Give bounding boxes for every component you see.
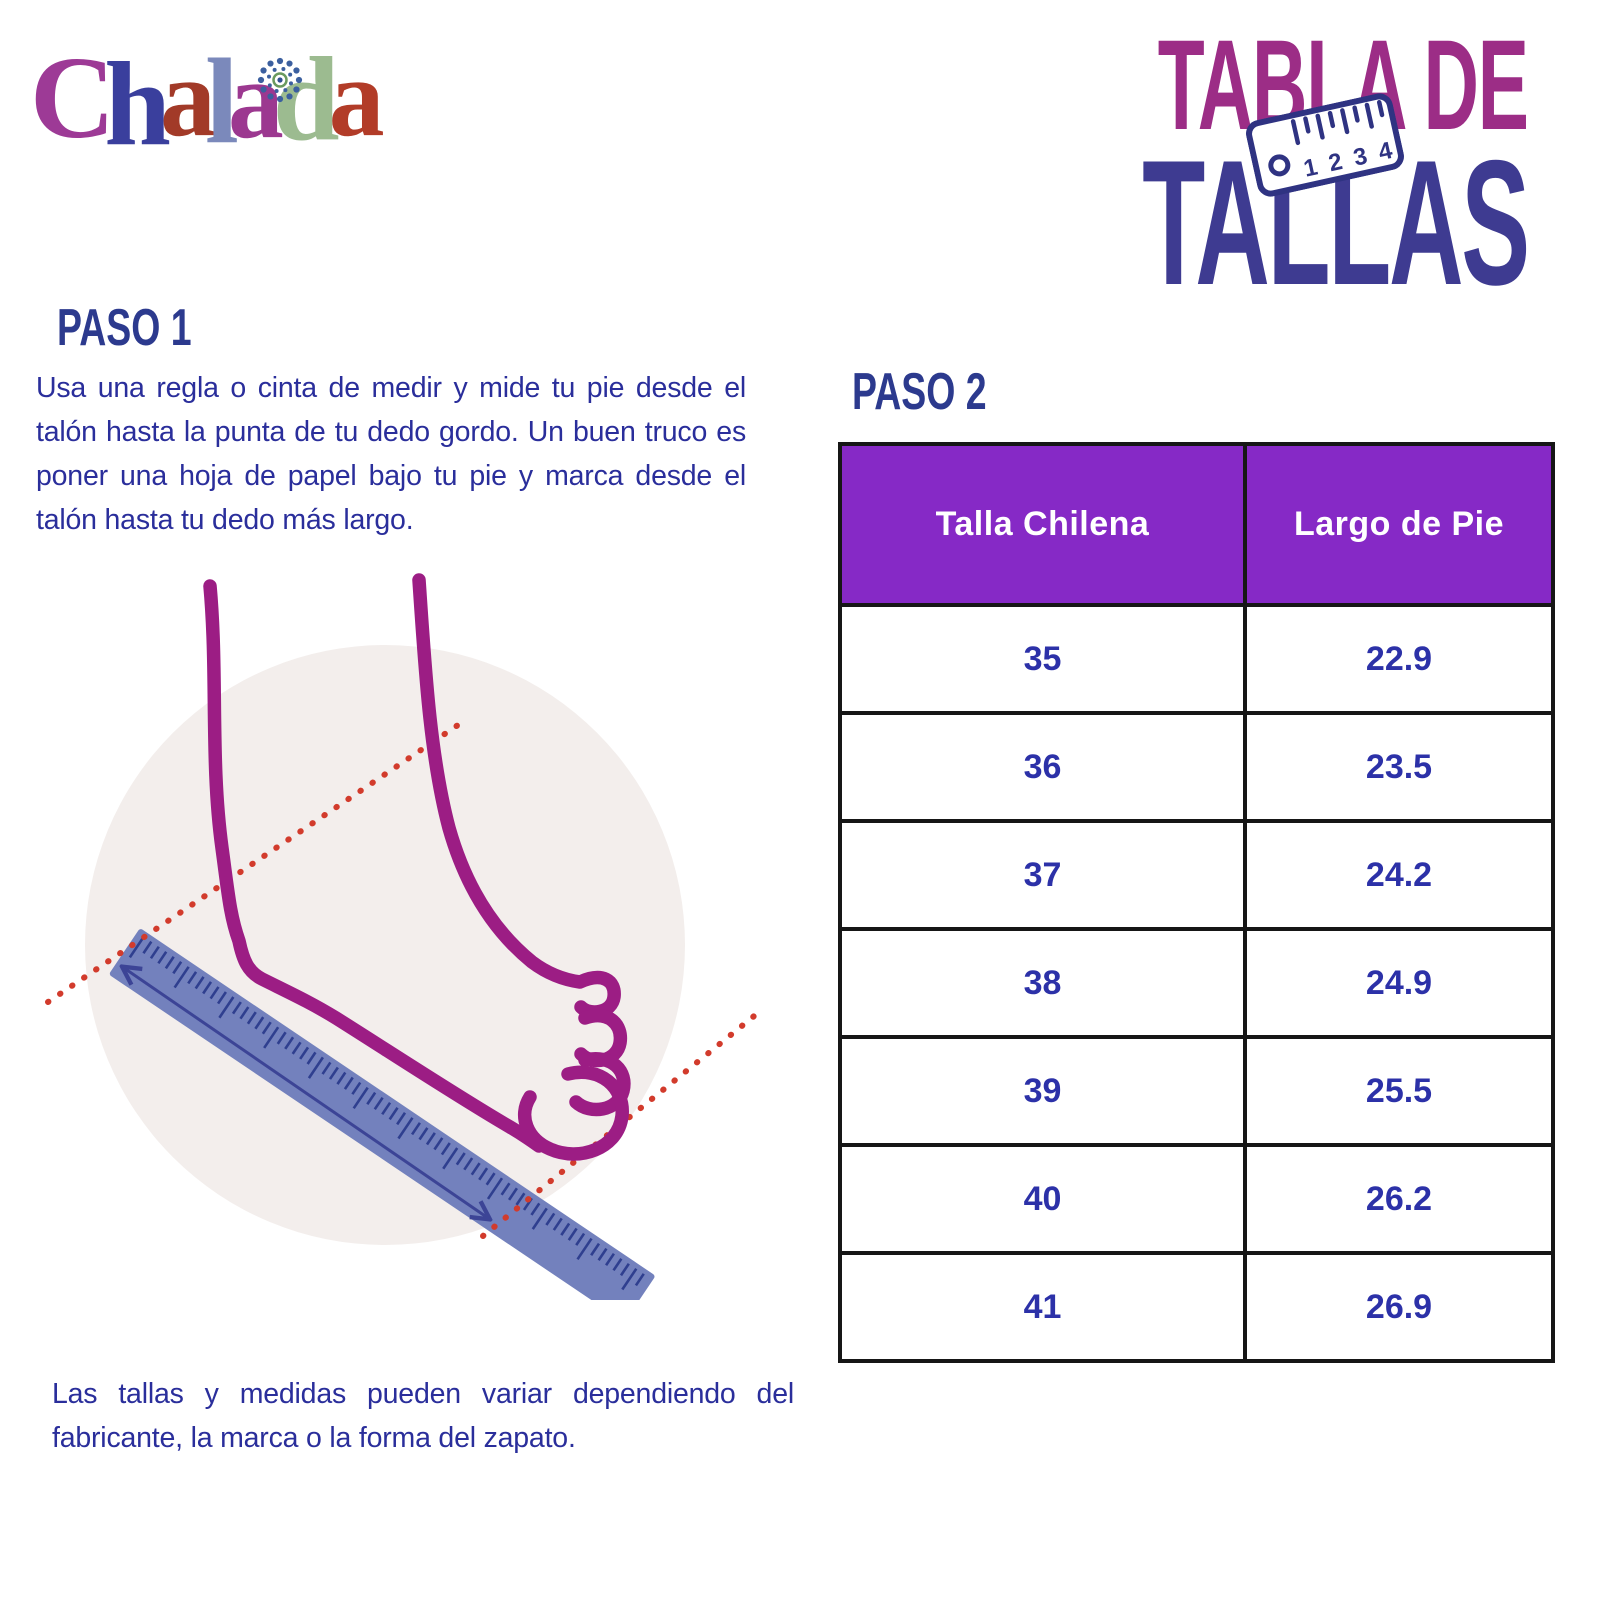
logo-letter: d: [272, 32, 340, 165]
heel-guide-dotted-line: [45, 722, 461, 1005]
disclaimer-line: fabricante, la marca o la forma del zapa…: [52, 1422, 576, 1454]
cell-talla: 35: [838, 603, 1247, 715]
cell-largo: 26.2: [1243, 1143, 1555, 1255]
paso2-heading: PASO 2: [852, 366, 1039, 418]
svg-text:3: 3: [1351, 142, 1370, 171]
table-row: 37 24.2: [838, 819, 1555, 931]
paso1-line: talón hasta la punta de tu dedo gordo. U…: [36, 416, 746, 448]
measure-arrow: [124, 968, 488, 1218]
svg-text:1: 1: [1301, 154, 1320, 183]
size-table-header-row: Talla Chilena Largo de Pie: [838, 442, 1555, 607]
foot-outline: [203, 573, 631, 1161]
cell-largo: 22.9: [1243, 603, 1555, 715]
svg-text:2: 2: [1326, 148, 1345, 177]
cell-talla: 38: [838, 927, 1247, 1039]
flower-center-dot: [277, 77, 283, 83]
paso1-line: poner una hoja de papel bajo tu pie y ma…: [36, 460, 746, 492]
chalada-logo: Chalada: [30, 36, 450, 166]
table-row: 36 23.5: [838, 711, 1555, 823]
logo-letter: a: [328, 36, 385, 160]
flower-center-ring: [272, 72, 288, 88]
cell-talla: 39: [838, 1035, 1247, 1147]
paso1-heading: PASO 1: [57, 302, 244, 354]
paso1-instructions: Usa una regla o cinta de medir y mide tu…: [36, 366, 746, 542]
size-table-header-largo: Largo de Pie: [1243, 442, 1555, 607]
cell-talla: 40: [838, 1143, 1247, 1255]
disclaimer-line: Las tallas y medidas pueden variar depen…: [52, 1378, 794, 1410]
cell-largo: 23.5: [1243, 711, 1555, 823]
cell-largo: 26.9: [1243, 1251, 1555, 1363]
cell-talla: 36: [838, 711, 1247, 823]
table-row: 41 26.9: [838, 1251, 1555, 1363]
cell-largo: 24.9: [1243, 927, 1555, 1039]
size-table: Talla Chilena Largo de Pie 35 22.9 36 23.5 3…: [838, 442, 1555, 1363]
cell-talla: 41: [838, 1251, 1247, 1363]
cell-talla: 37: [838, 819, 1247, 931]
size-table-header-talla: Talla Chilena: [838, 442, 1247, 607]
paso1-line: talón hasta tu dedo más largo.: [36, 504, 414, 536]
table-row: 38 24.9: [838, 927, 1555, 1039]
ruler-icon-ticks: [1290, 99, 1385, 146]
table-row: 40 26.2: [838, 1143, 1555, 1255]
page-title: TABLA DE TALLAS: [863, 22, 1530, 312]
logo-letter: a: [159, 36, 216, 160]
cell-largo: 25.5: [1243, 1035, 1555, 1147]
table-row: 35 22.9: [838, 603, 1555, 715]
logo-letter: C: [30, 32, 115, 163]
toe-guide-dotted-line: [480, 1005, 767, 1239]
ruler-icon-zero: [1268, 154, 1291, 177]
foot-measure-illustration: [45, 573, 767, 1300]
flower-icon: [257, 57, 303, 103]
paso2-heading-text: PASO 2: [852, 363, 987, 421]
cell-largo: 24.2: [1243, 819, 1555, 931]
logo-letter: h: [104, 37, 171, 170]
disclaimer-text: Las tallas y medidas pueden variar depen…: [52, 1372, 794, 1460]
paso1-heading-text: PASO 1: [57, 299, 192, 357]
chalada-logo-letters: Chalada: [30, 39, 385, 164]
svg-text:4: 4: [1376, 137, 1396, 166]
table-row: 39 25.5: [838, 1035, 1555, 1147]
logo-letter: l: [204, 34, 239, 169]
paso1-line: Usa una regla o cinta de medir y mide tu…: [36, 372, 746, 404]
